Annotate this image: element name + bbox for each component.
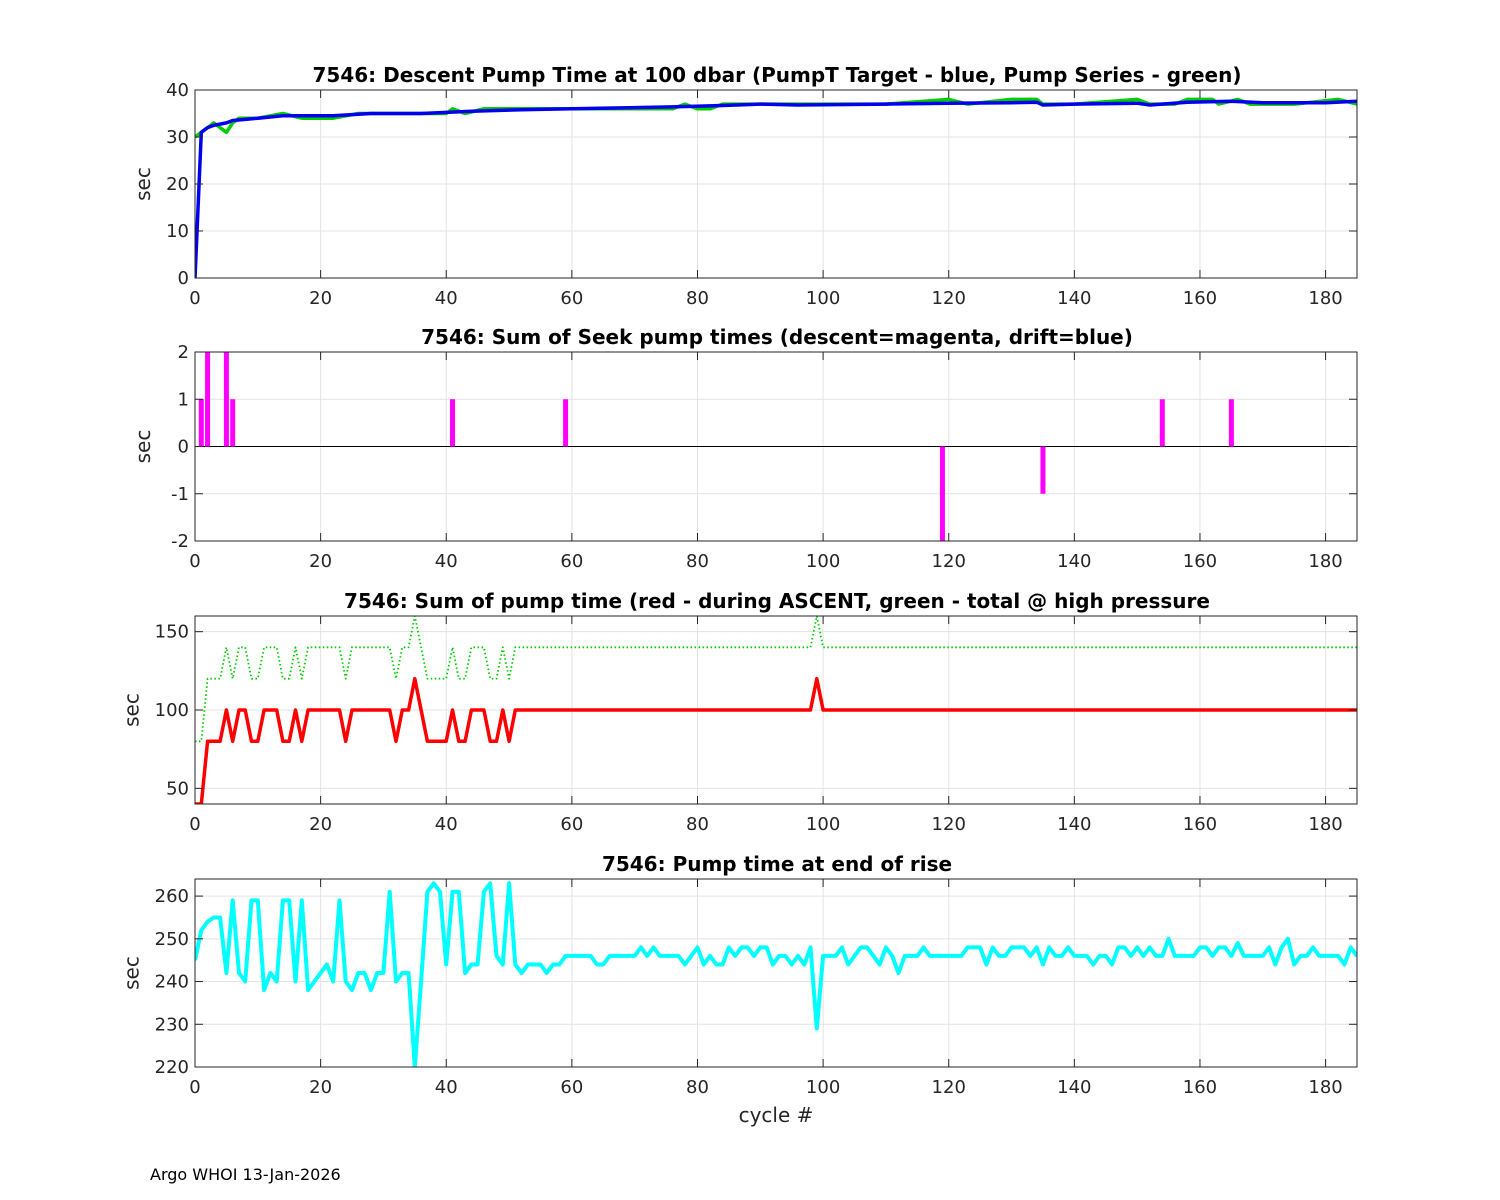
y-tick-label: 230 (155, 1014, 189, 1035)
bar (223, 352, 229, 447)
bar (939, 446, 945, 541)
x-tick-label: 160 (1183, 288, 1217, 309)
x-tick-label: 20 (309, 814, 332, 835)
x-tick-label: 0 (189, 288, 200, 309)
x-tick-label: 160 (1183, 814, 1217, 835)
x-tick-label: 100 (806, 551, 840, 572)
axes-frame (194, 878, 1358, 1068)
x-tick-label: 60 (560, 814, 583, 835)
x-tick-label: 140 (1057, 288, 1091, 309)
y-tick-label: 0 (178, 268, 189, 289)
x-tick-label: 20 (309, 288, 332, 309)
y-tick-label: 2 (178, 342, 189, 363)
bar (563, 399, 569, 447)
series-line-2 (195, 99, 1357, 278)
series-line-2 (195, 676, 1357, 804)
bar (1228, 399, 1234, 447)
x-tick-label: 100 (806, 814, 840, 835)
y-tick-label: 220 (155, 1057, 189, 1078)
x-tick-label: 20 (309, 551, 332, 572)
x-tick-label: 60 (560, 1077, 583, 1098)
bar (198, 399, 204, 447)
x-tick-label: 60 (560, 288, 583, 309)
y-tick-label: 260 (155, 886, 189, 907)
x-tick-label: 40 (435, 814, 458, 835)
plot-area (195, 879, 1357, 1067)
x-tick-label: 40 (435, 551, 458, 572)
x-tick-label: 120 (932, 551, 966, 572)
y-axis-label: sec (120, 956, 144, 990)
y-axis-label: sec (131, 167, 155, 201)
x-tick-label: 140 (1057, 551, 1091, 572)
y-tick-label: 250 (155, 929, 189, 950)
chart-title: 7546: Sum of pump time (red - during ASC… (344, 589, 1210, 613)
x-tick-label: 100 (806, 1077, 840, 1098)
y-tick-label: 150 (155, 622, 189, 643)
y-tick-label: 10 (166, 221, 189, 242)
bar (230, 399, 236, 447)
x-axis-label: cycle # (739, 1103, 814, 1127)
x-tick-label: 80 (686, 1077, 709, 1098)
x-tick-label: 180 (1308, 814, 1342, 835)
chart-title: 7546: Pump time at end of rise (602, 852, 952, 876)
bar (205, 352, 211, 447)
x-tick-label: 180 (1308, 288, 1342, 309)
x-tick-label: 0 (189, 814, 200, 835)
x-tick-label: 180 (1308, 551, 1342, 572)
y-tick-label: 0 (178, 437, 189, 458)
chart-title: 7546: Descent Pump Time at 100 dbar (Pum… (313, 63, 1242, 87)
y-tick-label: 100 (155, 700, 189, 721)
x-tick-label: 60 (560, 551, 583, 572)
y-tick-label: -1 (171, 484, 189, 505)
panel-2: 0 20 40 60 80 100 120 140 160 180 -2 -1 0 1 2 7546: Sum… (131, 325, 1358, 572)
footer-text: Argo WHOI 13-Jan-2026 (150, 1165, 341, 1184)
y-tick-label: -2 (171, 531, 189, 552)
y-axis-label: sec (120, 693, 144, 727)
x-tick-label: 120 (932, 288, 966, 309)
x-tick-label: 80 (686, 814, 709, 835)
y-tick-label: 240 (155, 972, 189, 993)
chart-title: 7546: Sum of Seek pump times (descent=ma… (421, 325, 1133, 349)
x-tick-label: 40 (435, 288, 458, 309)
panel-4: 0 20 40 60 80 100 120 140 160 180 220 230 240 250 260 7… (120, 852, 1358, 1127)
x-tick-label: 160 (1183, 551, 1217, 572)
series-line-1 (195, 881, 1357, 1067)
x-tick-label: 40 (435, 1077, 458, 1098)
x-tick-label: 100 (806, 288, 840, 309)
x-tick-label: 0 (189, 1077, 200, 1098)
y-tick-label: 40 (166, 80, 189, 101)
x-tick-label: 180 (1308, 1077, 1342, 1098)
y-tick-label: 20 (166, 174, 189, 195)
x-tick-label: 140 (1057, 814, 1091, 835)
bar (1040, 446, 1046, 494)
x-tick-label: 160 (1183, 1077, 1217, 1098)
bar (1159, 399, 1165, 447)
x-tick-label: 140 (1057, 1077, 1091, 1098)
bar (450, 399, 456, 447)
y-tick-label: 30 (166, 127, 189, 148)
y-tick-label: 1 (178, 389, 189, 410)
panel-1: 0 20 40 60 80 100 120 140 160 180 0 10 20 30 40 7546: D… (131, 63, 1358, 309)
panel-3: 0 20 40 60 80 100 120 140 160 180 50 100 150 7546: Su… (120, 589, 1358, 835)
x-tick-label: 80 (686, 551, 709, 572)
x-tick-label: 120 (932, 814, 966, 835)
x-tick-label: 120 (932, 1077, 966, 1098)
x-tick-label: 20 (309, 1077, 332, 1098)
x-tick-label: 0 (189, 551, 200, 572)
y-axis-label: sec (131, 430, 155, 464)
x-tick-label: 80 (686, 288, 709, 309)
y-tick-label: 50 (166, 778, 189, 799)
